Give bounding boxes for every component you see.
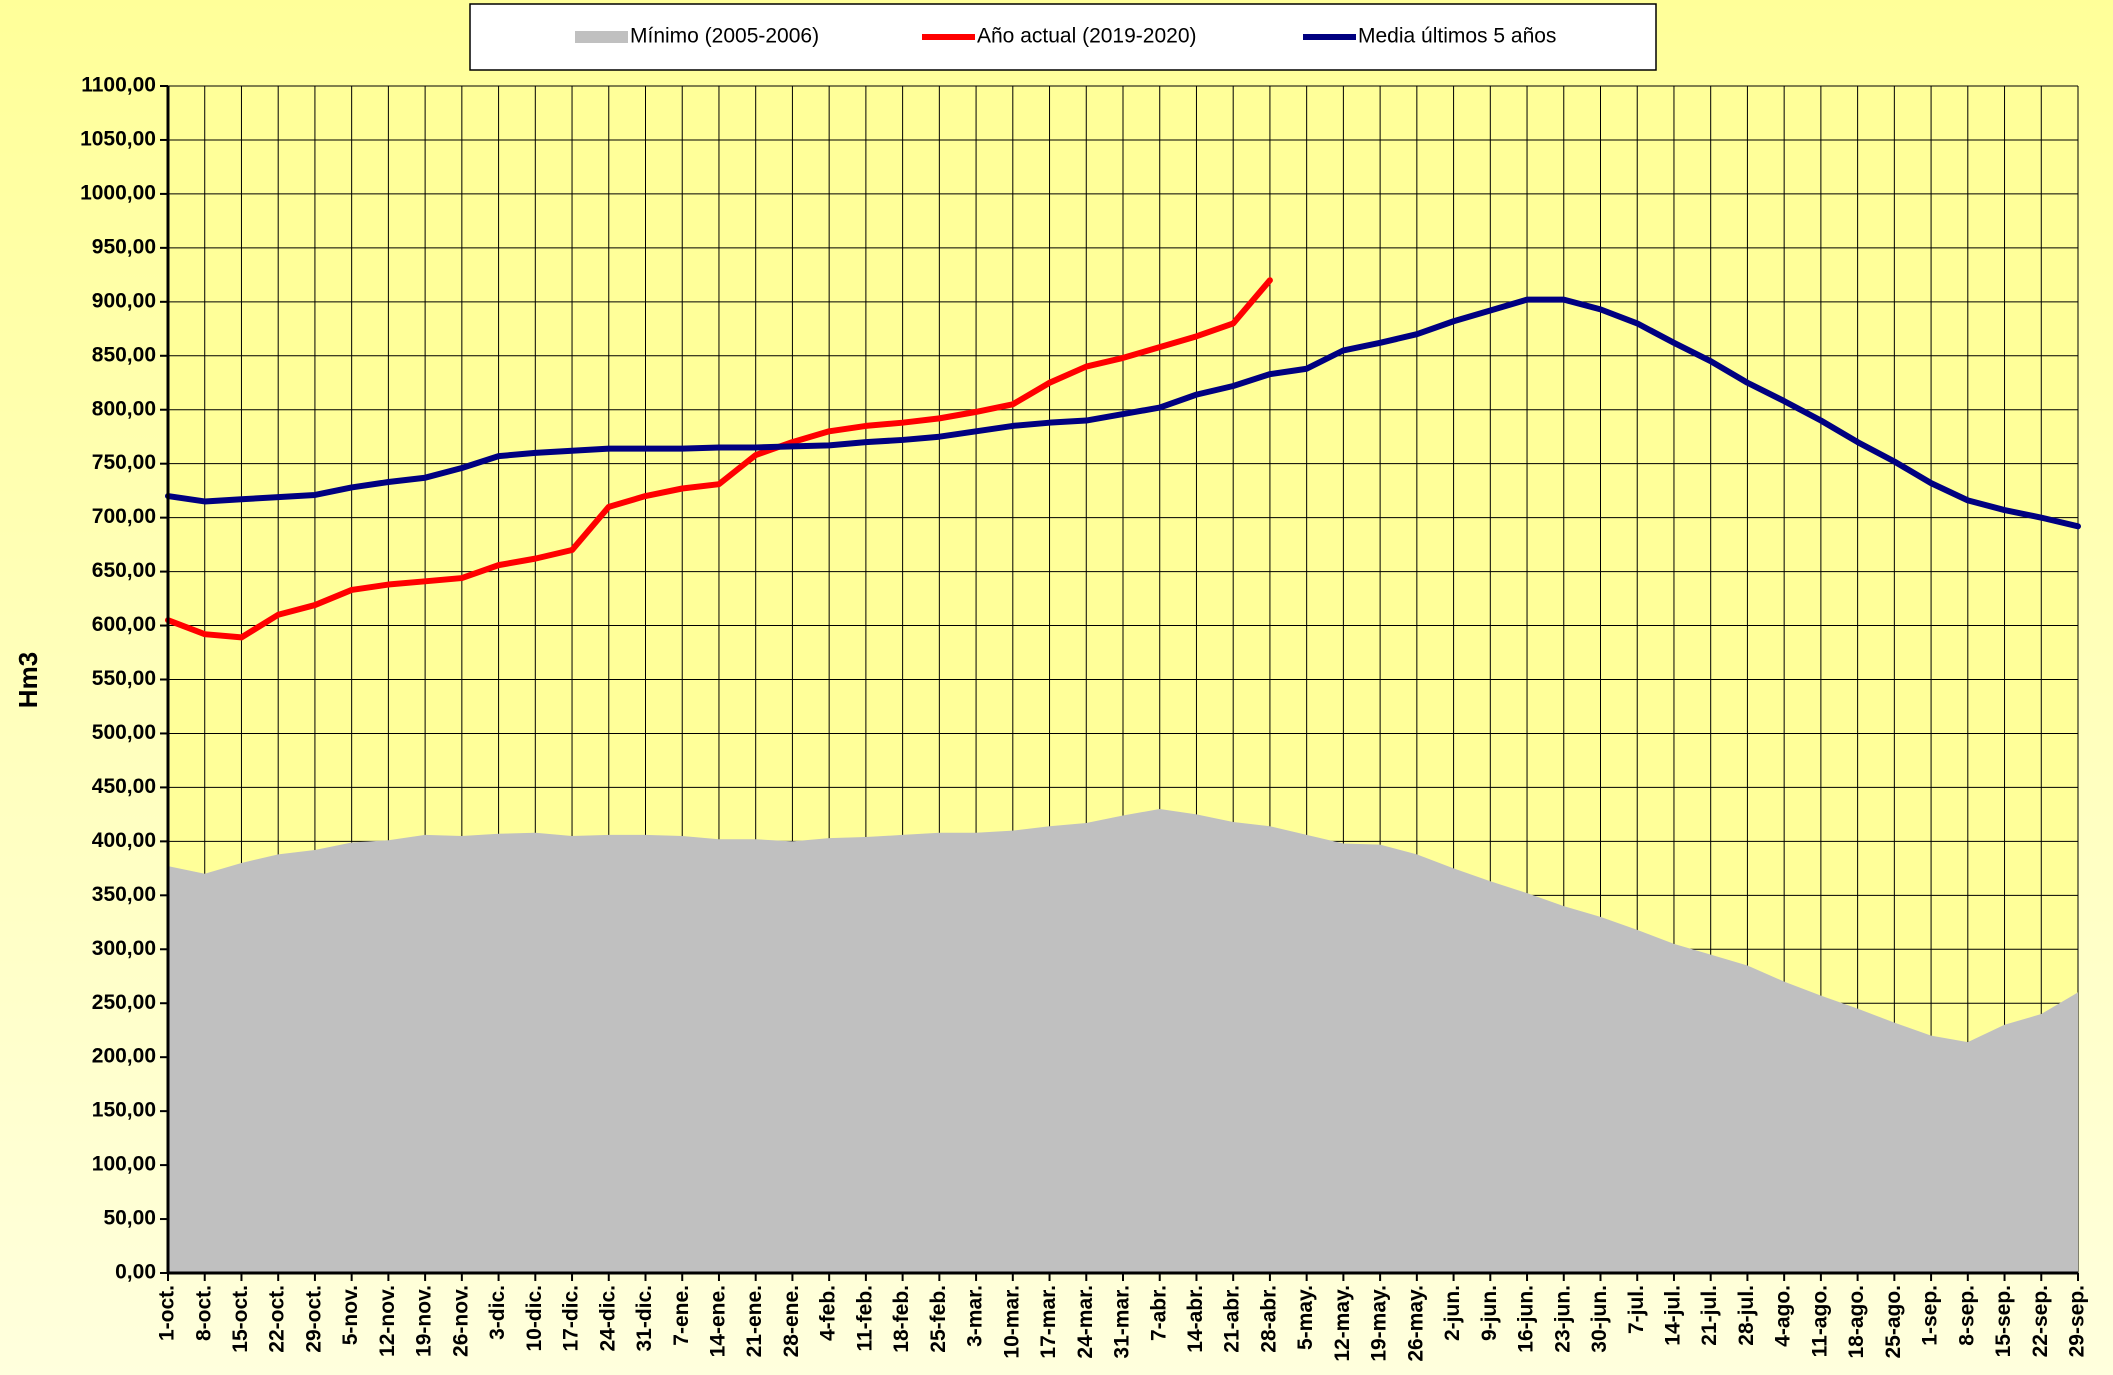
x-tick-label: 23-jun. [1551, 1285, 1574, 1353]
y-tick-label: 700,00 [92, 505, 156, 528]
x-tick-label: 15-sep. [1992, 1285, 2015, 1357]
y-tick-label: 1050,00 [80, 128, 156, 151]
y-tick-label: 400,00 [92, 829, 156, 852]
y-tick-label: 850,00 [92, 343, 156, 366]
x-tick-label: 5-nov. [339, 1285, 362, 1345]
y-tick-label: 0,00 [115, 1261, 156, 1284]
x-tick-label: 19-nov. [413, 1285, 436, 1357]
x-tick-label: 26-may. [1404, 1285, 1427, 1362]
x-tick-label: 11-ago. [1808, 1285, 1831, 1357]
x-tick-label: 7-abr. [1147, 1285, 1170, 1341]
x-tick-label: 24-dic. [596, 1285, 619, 1352]
y-tick-label: 750,00 [92, 451, 156, 474]
x-tick-label: 28-jul. [1735, 1285, 1758, 1346]
y-tick-label: 1000,00 [80, 181, 156, 204]
x-tick-label: 7-jul. [1625, 1285, 1648, 1334]
x-tick-label: 7-ene. [670, 1285, 693, 1346]
x-tick-label: 25-feb. [927, 1285, 950, 1353]
y-tick-label: 100,00 [92, 1153, 156, 1176]
y-axis-label: Hm3 [13, 652, 43, 708]
x-tick-label: 29-oct. [302, 1285, 325, 1353]
legend-box [469, 3, 1657, 71]
legend-label: Media últimos 5 años [1358, 25, 1556, 48]
x-tick-label: 28-abr. [1257, 1285, 1280, 1353]
x-tick-label: 2-jun. [1441, 1285, 1464, 1341]
x-tick-label: 3-mar. [964, 1285, 987, 1347]
line [165, 296, 2081, 530]
x-tick-label: 14-abr. [1184, 1285, 1207, 1353]
x-tick-label: 21-jul. [1698, 1285, 1721, 1346]
x-tick-label: 21-abr. [1221, 1285, 1244, 1353]
y-tick-label: 350,00 [92, 883, 156, 906]
y-tick-label: 600,00 [92, 613, 156, 636]
x-tick-label: 12-may. [1331, 1285, 1354, 1362]
x-tick-label: 4-feb. [817, 1285, 840, 1341]
x-tick-label: 18-ago. [1845, 1285, 1868, 1359]
x-tick-label: 28-ene. [780, 1285, 803, 1357]
x-tick-label: 10-dic. [523, 1285, 546, 1352]
x-tick-label: 3-dic. [486, 1285, 509, 1340]
y-tick-label: 150,00 [92, 1099, 156, 1122]
x-tick-label: 4-ago. [1772, 1285, 1795, 1347]
y-tick-label: 900,00 [92, 289, 156, 312]
y-tick-label: 1100,00 [81, 74, 156, 97]
x-tick-label: 17-dic. [560, 1285, 583, 1352]
x-tick-label: 18-feb. [890, 1285, 913, 1353]
x-tick-label: 9-jun. [1478, 1285, 1501, 1341]
x-tick-label: 25-ago. [1882, 1285, 1905, 1359]
x-tick-label: 11-feb. [853, 1285, 876, 1352]
x-tick-label: 14-ene. [707, 1285, 730, 1357]
y-tick-label: 500,00 [92, 721, 156, 744]
x-tick-label: 10-mar. [1000, 1285, 1023, 1359]
y-tick-label: 200,00 [92, 1045, 156, 1068]
x-tick-label: 30-jun. [1588, 1285, 1611, 1353]
y-tick-label: 450,00 [92, 775, 156, 798]
area [168, 808, 2078, 1273]
x-tick-label: 31-mar. [1111, 1285, 1134, 1359]
legend-label: Año actual (2019-2020) [977, 25, 1197, 48]
x-tick-label: 29-sep. [2066, 1285, 2089, 1357]
x-tick-label: 16-jun. [1515, 1285, 1538, 1353]
x-tick-label: 31-dic. [633, 1285, 656, 1352]
x-tick-label: 14-jul. [1662, 1285, 1685, 1346]
x-tick-label: 8-oct. [192, 1285, 215, 1341]
x-tick-label: 21-ene. [743, 1285, 766, 1357]
y-tick-label: 250,00 [92, 991, 156, 1014]
x-tick-label: 15-oct. [229, 1285, 252, 1353]
y-tick-label: 950,00 [92, 235, 156, 258]
x-tick-label: 26-nov. [449, 1285, 472, 1357]
x-tick-label: 5-may. [1294, 1285, 1317, 1350]
x-tick-label: 22-oct. [266, 1285, 289, 1353]
y-tick-label: 50,00 [103, 1207, 156, 1230]
x-tick-label: 12-nov. [376, 1285, 399, 1357]
x-tick-label: 22-sep. [2029, 1285, 2052, 1357]
x-tick-label: 19-may. [1368, 1285, 1391, 1362]
y-tick-label: 650,00 [92, 559, 156, 582]
x-tick-label: 1-oct. [156, 1285, 179, 1341]
x-tick-label: 17-mar. [1037, 1285, 1060, 1359]
line [165, 277, 1273, 641]
y-tick-label: 800,00 [92, 397, 156, 420]
legend-label: Mínimo (2005-2006) [630, 25, 819, 48]
y-tick-label: 550,00 [92, 667, 156, 690]
x-tick-label: 8-sep. [1955, 1285, 1978, 1346]
x-tick-label: 24-mar. [1074, 1285, 1097, 1359]
y-tick-label: 300,00 [92, 937, 156, 960]
x-tick-label: 1-sep. [1919, 1285, 1942, 1346]
